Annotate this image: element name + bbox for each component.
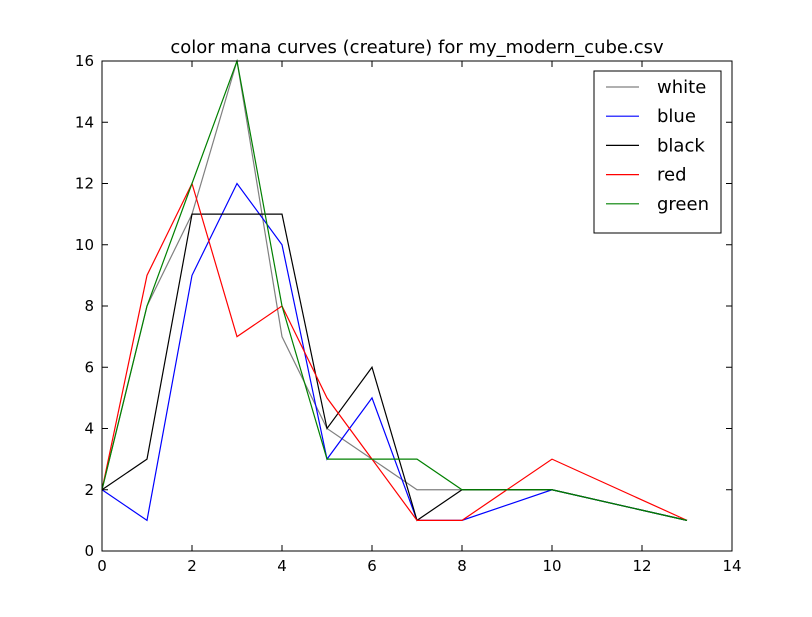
y-tick-label: 2 — [84, 481, 94, 499]
series-line-red — [101, 181, 688, 521]
axes-layer: 0 2 4 6 8 10 12 14 0 2 4 6 8 10 12 14 16 — [75, 52, 742, 575]
y-tick-label: 6 — [84, 358, 94, 376]
y-tick-label: 16 — [75, 52, 94, 70]
x-tick-label: 2 — [187, 557, 197, 575]
y-tick-label: 12 — [75, 175, 94, 193]
x-tick-label: 14 — [722, 557, 741, 575]
legend-box — [593, 70, 722, 234]
y-tick-label: 14 — [75, 113, 94, 131]
series-line-blue — [101, 182, 688, 522]
legend: white blue black red green — [593, 70, 722, 234]
x-tick-label: 8 — [457, 557, 467, 575]
y-tick-label: 0 — [84, 542, 94, 560]
series-layer — [101, 58, 688, 522]
x-tick-label: 0 — [97, 557, 107, 575]
x-tick-label: 6 — [367, 557, 377, 575]
y-tick-label: 8 — [84, 297, 94, 315]
x-tick-label: 10 — [542, 557, 561, 575]
x-tick-label: 12 — [632, 557, 651, 575]
chart-title: color mana curves (creature) for my_mode… — [170, 37, 664, 58]
series-line-green — [101, 58, 688, 521]
y-tick-label: 4 — [84, 420, 94, 438]
legend-label-blue: blue — [657, 106, 696, 127]
legend-label-white: white — [657, 77, 706, 98]
legend-label-red: red — [657, 165, 687, 186]
legend-label-black: black — [657, 135, 705, 156]
legend-label-green: green — [657, 194, 709, 215]
x-tick-label: 4 — [277, 557, 287, 575]
y-tick-label: 10 — [75, 236, 94, 254]
